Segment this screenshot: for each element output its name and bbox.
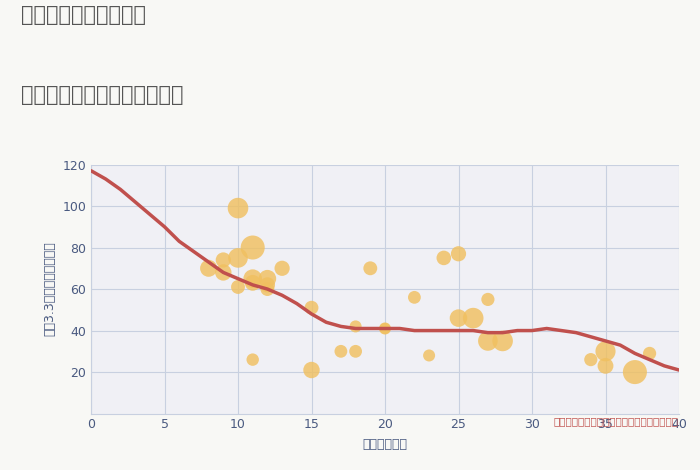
Text: 築年数別中古マンション価格: 築年数別中古マンション価格 [21,85,183,105]
Point [379,325,391,332]
Point [600,348,611,355]
Point [232,204,244,212]
Point [644,350,655,357]
Point [335,348,346,355]
Point [438,254,449,262]
Point [247,356,258,363]
Point [218,256,229,264]
Point [306,304,317,312]
Point [482,337,493,345]
Point [409,294,420,301]
Point [247,275,258,282]
Point [276,265,288,272]
Point [379,325,391,332]
Point [453,314,464,322]
Text: 円の大きさは、取引のあった物件面積を示す: 円の大きさは、取引のあった物件面積を示す [554,416,679,426]
Point [350,323,361,330]
Point [262,281,273,289]
Point [585,356,596,363]
Point [247,244,258,251]
Point [262,285,273,293]
Point [482,296,493,303]
Point [262,275,273,282]
Point [453,250,464,258]
Point [232,254,244,262]
Y-axis label: 坪（3.3㎡）単価（万円）: 坪（3.3㎡）単価（万円） [43,242,57,337]
Point [629,368,641,376]
X-axis label: 築年数（年）: 築年数（年） [363,439,407,451]
Point [365,265,376,272]
Text: 兵庫県姫路市大寿台の: 兵庫県姫路市大寿台の [21,5,146,25]
Point [350,348,361,355]
Point [247,279,258,287]
Point [600,362,611,369]
Point [497,337,508,345]
Point [232,283,244,291]
Point [468,314,479,322]
Point [306,366,317,374]
Point [218,269,229,276]
Point [203,265,214,272]
Point [424,352,435,359]
